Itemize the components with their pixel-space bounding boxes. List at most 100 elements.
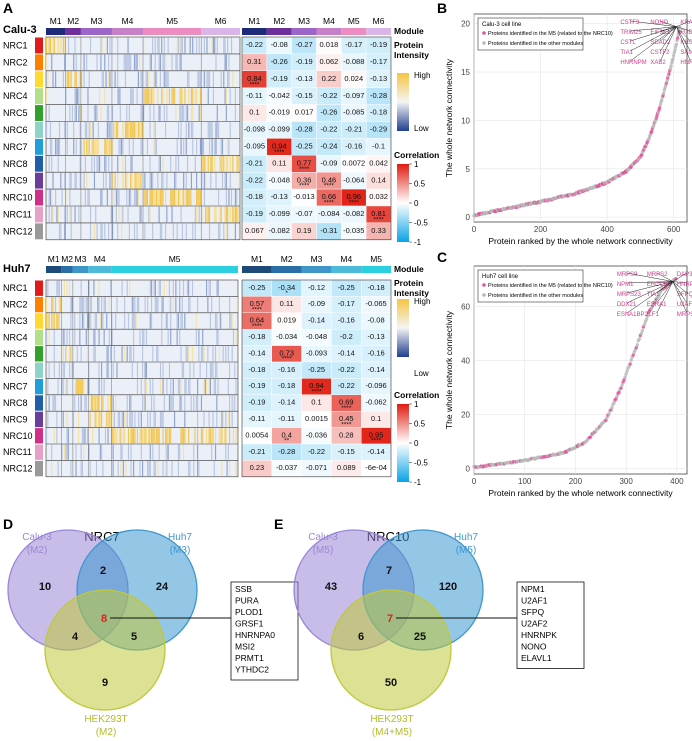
correlation-value: -0.11 — [249, 414, 266, 423]
heat-stripe — [186, 155, 189, 172]
correlation-ticks: 10.50-0.5-1 — [409, 400, 428, 487]
heat-stripe — [154, 461, 156, 477]
heat-stripe — [53, 362, 55, 378]
point-labels: MRPS9MRPS2DAP3NPM1ERCC6HNRP13MRPS23TIA1S… — [617, 272, 692, 318]
heat-stripe — [136, 428, 139, 444]
set-subtitle: (M2) — [96, 727, 117, 738]
protein-name: NONO — [521, 642, 547, 652]
heat-stripe — [180, 139, 182, 155]
heat-stripe — [202, 139, 204, 155]
heat-stripe — [217, 280, 219, 296]
heat-stripe — [135, 54, 137, 71]
heat-stripe — [135, 189, 137, 206]
corr-module-label: M2 — [273, 16, 285, 26]
correlation-value: -0.14 — [338, 348, 355, 357]
heat-stripe — [106, 313, 108, 329]
heat-stripe — [134, 411, 136, 427]
heat-stripe — [113, 411, 115, 427]
heat-stripe — [212, 88, 215, 104]
heat-stripe — [162, 172, 164, 189]
heat-stripe — [210, 122, 212, 138]
heat-stripe — [228, 54, 230, 71]
heat-stripe — [162, 297, 164, 313]
heat-stripe — [79, 313, 81, 329]
heat-stripe — [184, 411, 186, 427]
heat-stripe — [171, 88, 173, 104]
heat-stripe — [126, 122, 128, 138]
heat-stripe — [51, 461, 53, 477]
heat-stripe — [46, 428, 48, 444]
heat-stripe — [73, 122, 75, 138]
heat-stripe — [51, 139, 53, 155]
heat-stripe — [218, 122, 220, 138]
intensity-heatmap — [45, 279, 239, 478]
label-leader — [656, 272, 673, 282]
row-color-key — [35, 313, 43, 329]
protein-name: U2AF1 — [521, 596, 548, 606]
row-label: NRC10 — [3, 193, 33, 203]
correlation-value: 0.11 — [280, 299, 294, 308]
row-color-key — [35, 280, 43, 296]
heat-stripe — [215, 172, 217, 189]
significance-stars: **** — [349, 200, 360, 207]
heat-stripe — [203, 155, 205, 172]
heat-stripe — [210, 155, 212, 172]
heat-stripe — [74, 172, 76, 189]
label-leader — [626, 281, 673, 304]
heat-stripe — [72, 297, 75, 313]
heat-stripe — [180, 428, 182, 444]
correlation-value: -0.17 — [345, 40, 362, 49]
row-label: NRC8 — [3, 159, 28, 169]
heat-stripe — [100, 54, 102, 71]
heat-stripe — [112, 444, 114, 460]
heat-stripe — [80, 139, 83, 155]
heat-stripe — [141, 71, 143, 88]
heat-stripe — [70, 223, 72, 240]
heat-stripe — [154, 71, 156, 88]
heat-stripe — [56, 428, 58, 444]
heat-stripe — [225, 189, 227, 206]
heat-stripe — [67, 428, 69, 444]
heat-stripe — [206, 428, 208, 444]
heat-stripe — [200, 346, 203, 362]
heat-stripe — [94, 329, 96, 345]
heat-stripe — [124, 297, 126, 313]
point-label: ERCC6 — [647, 282, 668, 288]
heat-stripe — [208, 411, 210, 427]
heat-stripe — [227, 444, 229, 460]
heat-stripe — [106, 122, 108, 138]
heat-stripe — [209, 362, 211, 378]
heat-stripe — [74, 88, 76, 104]
label-leader — [672, 281, 688, 314]
heat-stripe — [87, 139, 89, 155]
heat-stripe — [158, 54, 160, 71]
heat-stripe — [139, 428, 141, 444]
heat-stripe — [106, 37, 108, 54]
module-color-segment — [46, 266, 62, 273]
correlation-value: -0.085 — [343, 108, 364, 117]
heat-stripe — [109, 139, 111, 155]
module-label: M1 — [48, 254, 60, 264]
correlation-border — [241, 36, 392, 241]
correlation-value: -0.28 — [370, 91, 387, 100]
heat-stripe — [177, 313, 179, 329]
significance-stars: **** — [324, 200, 335, 207]
significance-stars: **** — [252, 323, 263, 330]
heat-stripe — [127, 122, 129, 138]
heat-stripe — [181, 428, 183, 444]
heat-stripe — [101, 379, 103, 395]
point-label: MRPS25 — [677, 312, 692, 318]
correlation-value: -0.34 — [278, 283, 295, 292]
heat-stripe — [149, 461, 151, 477]
heat-stripe — [120, 444, 122, 460]
significance-stars: **** — [341, 405, 352, 412]
heat-stripe — [47, 379, 49, 395]
row-color-key — [35, 378, 43, 395]
heat-stripe — [220, 139, 222, 155]
heat-stripe — [76, 346, 78, 362]
module-color-bar — [46, 28, 240, 35]
heat-stripe — [75, 139, 77, 155]
heat-stripe — [66, 444, 68, 460]
heat-stripe — [136, 362, 139, 378]
heat-stripe — [195, 395, 197, 411]
